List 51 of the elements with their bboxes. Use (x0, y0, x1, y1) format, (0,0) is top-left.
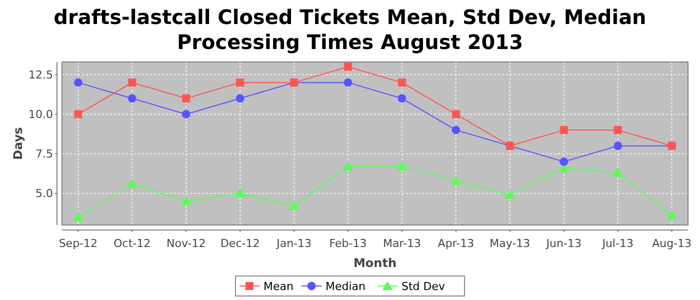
point (614, 142, 622, 150)
x-tick-label: Dec-12 (220, 236, 260, 250)
x-tick-label: Jul-13 (601, 236, 634, 250)
point (182, 94, 190, 102)
point (236, 94, 244, 103)
x-tick-label: May-13 (490, 236, 530, 250)
point (182, 110, 190, 118)
point (560, 158, 568, 166)
point (235, 188, 246, 198)
point (128, 94, 136, 103)
x-tick-label: Jan-13 (276, 236, 312, 250)
point (289, 201, 300, 210)
x-tick-label: Feb-13 (329, 236, 367, 250)
point (452, 126, 460, 134)
point (396, 161, 407, 170)
point (73, 212, 84, 222)
x-tick-label: Sep-12 (58, 236, 98, 250)
legend-label: Median (326, 280, 366, 293)
point (344, 78, 352, 87)
y-tick-label: 12.5 (28, 68, 53, 82)
x-tick-label: Jun-13 (545, 236, 582, 250)
point (344, 62, 352, 71)
y-tick-label: 7.5 (36, 148, 53, 161)
point (343, 161, 354, 170)
x-tick-label: Apr-13 (438, 236, 474, 250)
chart-title: drafts-lastcall Closed Tickets Mean, Std Dev, Median Processing Times August 2013 (54, 5, 646, 54)
point (127, 178, 138, 188)
point (74, 78, 82, 87)
legend-label: Std Dev (402, 280, 446, 293)
point (614, 126, 622, 134)
point (450, 176, 461, 185)
x-tick-label: Aug-13 (652, 236, 692, 250)
point (398, 94, 406, 103)
y-tick-label: 5.0 (36, 187, 53, 200)
x-tick-label: Oct-12 (114, 236, 151, 250)
point (74, 110, 82, 118)
point (666, 210, 677, 220)
x-tick-label: Nov-12 (166, 236, 206, 250)
point (181, 196, 192, 206)
x-axis-title: Month (353, 256, 397, 270)
point (612, 168, 623, 177)
y-axis-title: Days (11, 127, 26, 160)
point (504, 190, 515, 199)
point (398, 78, 406, 87)
legend-label: Mean (264, 280, 294, 293)
y-tick-label: 10.0 (28, 108, 53, 122)
point (236, 78, 244, 87)
point (128, 78, 136, 87)
point (560, 126, 568, 134)
point (452, 110, 460, 118)
x-tick-label: Mar-13 (382, 236, 421, 250)
